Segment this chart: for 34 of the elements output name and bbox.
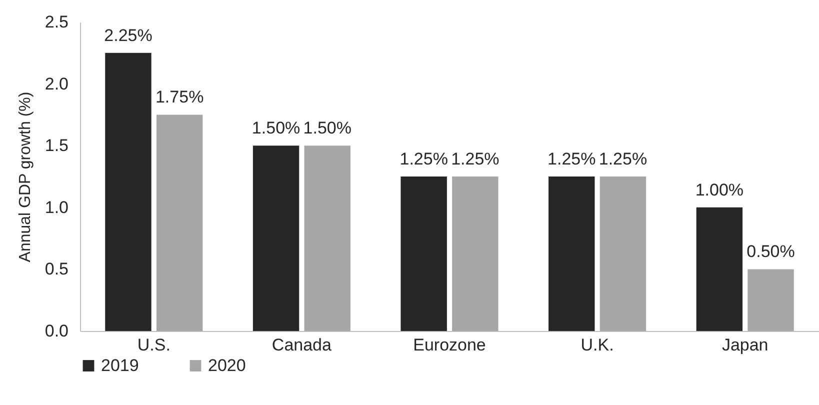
- y-tick-label: 2.0: [44, 74, 68, 94]
- data-label: 0.50%: [746, 242, 795, 262]
- y-tick-label: 1.0: [44, 198, 68, 217]
- bar: [252, 146, 300, 331]
- data-label: 1.50%: [303, 118, 352, 138]
- x-tick-label: Eurozone: [413, 336, 486, 354]
- bar: [304, 146, 350, 331]
- bar: [105, 52, 152, 331]
- data-label: 1.25%: [598, 150, 648, 168]
- y-axis-title: Annual GDP growth (%): [16, 92, 34, 262]
- data-label: 1.25%: [548, 150, 596, 168]
- y-tick-label: 2.5: [44, 12, 68, 32]
- bar: [696, 207, 743, 331]
- bar: [548, 176, 595, 331]
- bar: [600, 176, 646, 331]
- x-tick-label: U.S.: [137, 336, 170, 354]
- legend-label: 2020: [208, 356, 246, 375]
- y-tick-label: 1.5: [44, 136, 68, 156]
- bar: [748, 269, 794, 331]
- y-tick-label: 0.0: [44, 322, 68, 340]
- x-tick-label: Canada: [272, 336, 332, 354]
- data-label: 1.75%: [155, 88, 204, 107]
- data-label: 1.50%: [252, 118, 300, 138]
- legend-label: 2019: [101, 356, 139, 375]
- x-tick-label: U.K.: [580, 336, 614, 354]
- data-label: 1.25%: [400, 150, 448, 168]
- x-tick-label: Japan: [722, 336, 768, 354]
- data-label: 2.25%: [104, 26, 152, 45]
- data-label: 1.00%: [695, 180, 744, 200]
- bar: [156, 114, 203, 331]
- data-label: 1.25%: [451, 150, 500, 168]
- y-tick-label: 0.5: [44, 260, 68, 279]
- bar: [400, 176, 447, 331]
- bar: [452, 176, 498, 331]
